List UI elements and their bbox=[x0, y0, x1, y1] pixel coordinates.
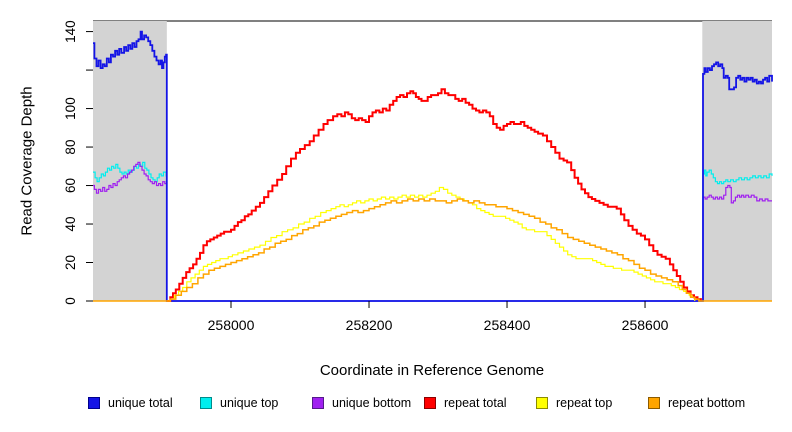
legend-item: repeat top bbox=[536, 396, 648, 410]
y-tick-label: 60 bbox=[63, 178, 78, 193]
y-axis-title: Read Coverage Depth bbox=[18, 86, 36, 236]
x-tick-label: 258200 bbox=[346, 317, 393, 333]
legend-label: unique bottom bbox=[332, 396, 412, 410]
legend-swatch-icon bbox=[536, 397, 548, 409]
legend-item: unique total bbox=[88, 396, 200, 410]
y-tick-label: 80 bbox=[63, 140, 78, 155]
legend-item: unique top bbox=[200, 396, 312, 410]
legend-swatch-icon bbox=[88, 397, 100, 409]
legend-label: repeat bottom bbox=[668, 396, 746, 410]
legend-label: repeat total bbox=[444, 396, 507, 410]
series-line-unique-top bbox=[93, 161, 773, 302]
legend-swatch-icon bbox=[424, 397, 436, 409]
x-tick-label: 258600 bbox=[622, 317, 669, 333]
legend-label: repeat top bbox=[556, 396, 613, 410]
legend-label: unique total bbox=[108, 396, 173, 410]
legend-label: unique top bbox=[220, 396, 279, 410]
shaded-region bbox=[702, 21, 772, 301]
series-line-unique-bottom bbox=[93, 161, 772, 302]
series-line-repeat-total bbox=[166, 88, 702, 302]
legend-swatch-icon bbox=[648, 397, 660, 409]
y-tick-label: 40 bbox=[63, 217, 78, 232]
x-tick-label: 258400 bbox=[484, 317, 531, 333]
series-line-unique-total bbox=[93, 30, 773, 302]
legend-item: repeat total bbox=[424, 396, 536, 410]
y-tick-label: 140 bbox=[63, 20, 78, 43]
legend-item: unique bottom bbox=[312, 396, 424, 410]
x-axis-title: Coordinate in Reference Genome bbox=[319, 362, 545, 379]
y-tick-label: 100 bbox=[63, 97, 78, 120]
y-tick-label: 20 bbox=[63, 255, 78, 270]
legend: unique total unique top unique bottom repea… bbox=[88, 396, 760, 410]
legend-item: repeat bottom bbox=[648, 396, 760, 410]
legend-swatch-icon bbox=[312, 397, 324, 409]
shaded-region bbox=[93, 21, 167, 301]
y-tick-label: 0 bbox=[63, 297, 78, 305]
x-tick-label: 258000 bbox=[208, 317, 255, 333]
series-line-repeat-bottom bbox=[93, 198, 772, 302]
legend-swatch-icon bbox=[200, 397, 212, 409]
series-line-repeat-top bbox=[166, 186, 696, 302]
